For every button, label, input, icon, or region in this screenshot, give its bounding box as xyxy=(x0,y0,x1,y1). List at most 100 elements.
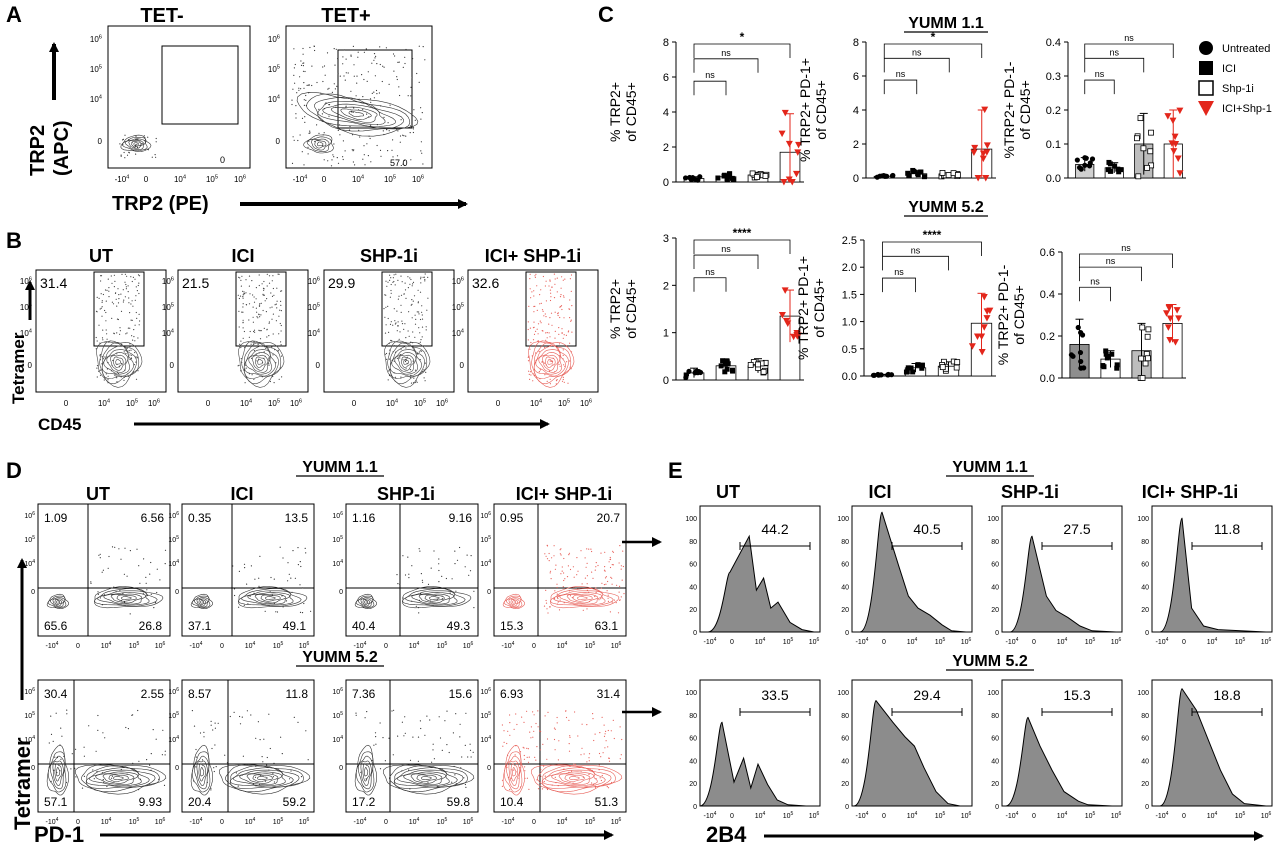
pd1-event xyxy=(586,548,588,550)
cd45-population-contour xyxy=(243,341,279,380)
cd45-event xyxy=(253,341,255,343)
cd45-event xyxy=(118,372,120,375)
plot-title: ICI+ SHP-1i xyxy=(516,484,613,504)
pd1-event xyxy=(451,578,453,580)
pd1-event xyxy=(553,598,556,600)
cd45-event xyxy=(421,318,424,320)
x-tick-label: 105 xyxy=(783,637,794,646)
x-tick-label: 104 xyxy=(174,174,187,184)
histogram xyxy=(1005,716,1113,807)
tet-pos-event xyxy=(339,134,341,136)
tet-pos-event xyxy=(328,104,330,106)
pd1-event xyxy=(464,744,466,747)
y-tick-label: 105 xyxy=(24,711,35,720)
x-tick-label: 106 xyxy=(1111,637,1122,646)
pd1-event xyxy=(115,591,117,593)
pd1-event xyxy=(259,555,261,558)
pd1-event xyxy=(620,754,622,756)
pd1-event xyxy=(290,577,292,579)
cd45-event xyxy=(99,308,101,310)
pd1-event xyxy=(501,724,503,726)
data-point xyxy=(788,179,796,186)
pd1-event xyxy=(71,753,73,755)
pd1-event xyxy=(297,547,299,549)
data-point xyxy=(1171,133,1179,141)
cd45-population-contour xyxy=(113,356,124,368)
pd1-event xyxy=(438,716,440,718)
cd45-event xyxy=(128,297,130,299)
tet-pos-event xyxy=(318,132,320,134)
data-point xyxy=(749,170,756,177)
tet-pos-event xyxy=(424,59,426,61)
tet-pos-event xyxy=(293,74,295,76)
pd1-event xyxy=(65,781,67,784)
pd1-event xyxy=(608,561,610,563)
pd1-event xyxy=(611,577,613,579)
pd1-event xyxy=(303,602,305,605)
pd1-event xyxy=(426,715,428,717)
cd45-event xyxy=(95,310,98,312)
tet-population-contour xyxy=(52,760,64,786)
y-tick-label: 2 xyxy=(663,142,669,154)
x-tick-label: 106 xyxy=(412,174,424,184)
tet-pos-event xyxy=(409,125,411,127)
pd1-event xyxy=(268,769,270,771)
pd1-event xyxy=(252,783,254,785)
y-axis-label: of CD45+ xyxy=(623,279,639,339)
x-tick-label: 106 xyxy=(155,817,166,826)
data-point xyxy=(954,172,961,178)
data-point xyxy=(726,171,732,177)
pd1-pos-population-contour xyxy=(577,596,588,600)
cd45-event xyxy=(138,282,140,284)
cd45-event xyxy=(250,343,252,345)
pd1-event xyxy=(591,769,593,772)
pd1-event xyxy=(307,759,309,761)
cd45-event xyxy=(111,301,113,303)
quadrant-value: 51.3 xyxy=(595,795,619,809)
cd45-event xyxy=(416,311,418,313)
pd1-event xyxy=(214,722,216,724)
pd1-event xyxy=(565,710,567,712)
pd1-pos-population-contour xyxy=(238,586,308,609)
pd1-event xyxy=(519,751,522,753)
y-tick-label: 106 xyxy=(168,511,179,520)
pd1-event xyxy=(302,587,304,589)
data-point xyxy=(722,361,728,367)
pd1-event xyxy=(555,564,557,566)
data-point xyxy=(983,315,991,322)
x-tick-label: 0 xyxy=(532,643,536,650)
pd1-event xyxy=(604,570,606,572)
pd1-event xyxy=(547,612,549,614)
cd45-event xyxy=(269,307,271,309)
pd1-event xyxy=(523,758,526,760)
plot-frame xyxy=(345,679,479,813)
pd1-event xyxy=(601,716,603,719)
pd1-neg-population-contour xyxy=(196,598,208,607)
cd45-event xyxy=(258,352,260,354)
pd1-neg-population-contour xyxy=(362,599,370,606)
cd45-event xyxy=(248,275,251,277)
tet-pos-event xyxy=(366,113,368,115)
cd45-event xyxy=(418,313,420,315)
cd45-event xyxy=(101,363,103,365)
tet-population-contour xyxy=(508,760,520,786)
significance-label: ns xyxy=(911,245,921,255)
data-point xyxy=(1105,353,1111,359)
pd1-event xyxy=(564,578,566,580)
pd1-event xyxy=(595,778,597,780)
y-tick-label: 0 xyxy=(28,361,33,370)
cd45-event xyxy=(276,287,278,289)
pd1-event xyxy=(543,765,545,767)
tet-pos-event xyxy=(328,115,330,117)
pd1-event xyxy=(585,566,587,568)
tet-pos-event xyxy=(353,75,355,77)
tet-pos-event xyxy=(313,45,315,48)
cd45-event xyxy=(96,340,98,342)
cd45-event xyxy=(569,366,571,368)
data-point xyxy=(939,170,946,176)
quadrant-value: 20.4 xyxy=(188,795,212,809)
cd45-event xyxy=(125,286,127,288)
data-point xyxy=(904,369,910,375)
pd1-event xyxy=(397,735,399,737)
